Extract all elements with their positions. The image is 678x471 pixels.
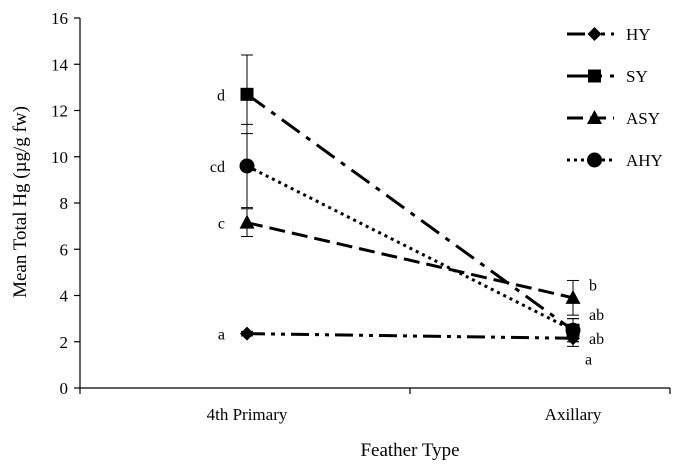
error-bars: [241, 54, 579, 347]
y-tick-label: 4: [60, 287, 69, 306]
x-tick-label: 4th Primary: [207, 405, 288, 424]
legend: HY SY ASY AHY: [567, 25, 663, 170]
point-hy: [240, 326, 254, 341]
significance-letters: a a d ab c b cd ab: [210, 87, 604, 368]
point-sy: [240, 87, 254, 101]
point-ahy: [239, 158, 255, 174]
series-markers: [239, 87, 581, 346]
letter-label: cd: [210, 159, 225, 176]
legend-label-ahy: AHY: [626, 151, 663, 170]
legend-marker-ahy: [587, 152, 602, 168]
legend-marker-sy: [588, 69, 601, 83]
letter-label: b: [589, 277, 597, 294]
point-asy: [239, 214, 255, 229]
point-asy: [565, 289, 581, 304]
y-tick-label: 6: [60, 240, 69, 259]
legend-label-sy: SY: [626, 67, 648, 86]
y-tick-label: 8: [60, 194, 69, 213]
series-line-ahy: [246, 164, 574, 332]
letter-label: a: [218, 327, 225, 344]
legend-marker-asy: [587, 110, 602, 124]
letter-label: ab: [589, 331, 604, 348]
axes: 0 2 4 6 8 10 12 14 16 4th Primary Axillary: [51, 9, 671, 424]
y-axis-title: Mean Total Hg (µg/g fw): [10, 106, 31, 298]
x-tick-label: Axillary: [545, 405, 602, 424]
series-line-sy: [246, 93, 574, 332]
y-tick-label: 0: [60, 379, 69, 398]
series-line-asy: [246, 221, 574, 300]
y-tick-label: 2: [60, 333, 69, 352]
letter-label: ab: [589, 307, 604, 324]
series-lines: [246, 93, 574, 340]
legend-label-hy: HY: [626, 25, 651, 44]
point-ahy: [565, 322, 581, 338]
y-tick-label: 10: [51, 148, 68, 167]
legend-label-asy: ASY: [626, 109, 660, 128]
letter-label: c: [218, 216, 225, 233]
letter-label: a: [585, 351, 592, 368]
y-tick-label: 14: [51, 55, 69, 74]
y-tick-label: 12: [51, 102, 68, 121]
x-axis-title: Feather Type: [360, 440, 459, 461]
letter-label: d: [217, 87, 225, 104]
series-line-hy: [246, 332, 574, 340]
y-tick-label: 16: [51, 9, 68, 28]
legend-marker-hy: [587, 27, 602, 41]
